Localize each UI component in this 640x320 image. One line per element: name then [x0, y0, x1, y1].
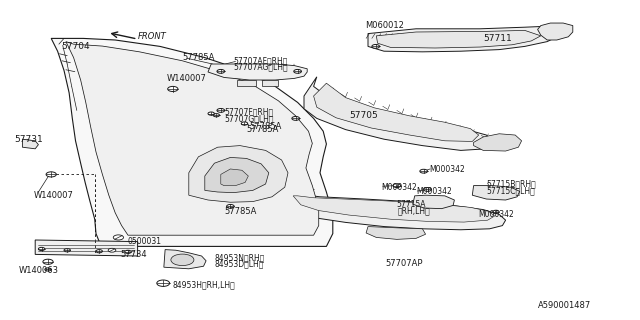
Text: 57785A: 57785A: [224, 207, 257, 216]
Polygon shape: [278, 192, 506, 230]
Text: 57715A: 57715A: [397, 200, 426, 209]
Circle shape: [493, 210, 499, 213]
Polygon shape: [368, 26, 560, 52]
Circle shape: [43, 259, 53, 264]
Text: 57704: 57704: [61, 42, 90, 51]
Polygon shape: [293, 196, 495, 222]
Circle shape: [108, 248, 116, 252]
Circle shape: [171, 254, 194, 266]
Circle shape: [64, 249, 70, 252]
Circle shape: [372, 44, 380, 48]
Polygon shape: [304, 77, 493, 150]
Polygon shape: [208, 64, 307, 80]
Text: M060012: M060012: [365, 21, 404, 30]
Circle shape: [96, 250, 102, 253]
Text: 57707F〈RH〉: 57707F〈RH〉: [224, 108, 273, 116]
Text: 0500031: 0500031: [128, 237, 162, 246]
Text: FRONT: FRONT: [138, 32, 166, 41]
Text: 84953N〈RH〉: 84953N〈RH〉: [214, 253, 265, 262]
Circle shape: [393, 184, 401, 188]
Circle shape: [420, 169, 428, 173]
Text: 84953D〈LH〉: 84953D〈LH〉: [214, 260, 264, 268]
Polygon shape: [35, 240, 138, 256]
Circle shape: [424, 188, 431, 191]
Polygon shape: [51, 38, 333, 246]
Text: 57707G〈LH〉: 57707G〈LH〉: [224, 114, 273, 123]
Polygon shape: [164, 250, 206, 269]
Text: 57707AF〈RH〉: 57707AF〈RH〉: [234, 56, 288, 65]
Text: 57785A: 57785A: [250, 122, 282, 131]
Circle shape: [241, 122, 248, 125]
Text: W140063: W140063: [19, 266, 60, 275]
Circle shape: [227, 204, 234, 208]
Circle shape: [157, 280, 170, 286]
Text: M000342: M000342: [429, 165, 465, 174]
Circle shape: [292, 116, 300, 120]
Text: 57711: 57711: [483, 34, 512, 43]
Text: W140007: W140007: [166, 74, 206, 83]
Polygon shape: [314, 83, 479, 141]
Text: 84953H〈RH,LH〉: 84953H〈RH,LH〉: [173, 280, 236, 289]
Polygon shape: [237, 80, 256, 86]
Circle shape: [113, 235, 124, 240]
Polygon shape: [366, 227, 426, 239]
Text: 57731: 57731: [14, 135, 43, 144]
Text: M000342: M000342: [416, 188, 452, 196]
Circle shape: [38, 247, 45, 251]
Circle shape: [46, 172, 56, 177]
Circle shape: [217, 69, 225, 73]
Polygon shape: [538, 23, 573, 40]
Polygon shape: [66, 42, 319, 235]
Polygon shape: [189, 146, 288, 202]
Text: M000342: M000342: [381, 183, 417, 192]
Text: 57715C〈LH〉: 57715C〈LH〉: [486, 186, 535, 195]
Circle shape: [168, 86, 178, 92]
Polygon shape: [221, 169, 248, 186]
Text: 57707AG〈LH〉: 57707AG〈LH〉: [234, 63, 288, 72]
Text: 〈RH,LH〉: 〈RH,LH〉: [398, 207, 431, 216]
Polygon shape: [262, 80, 278, 86]
Polygon shape: [413, 195, 454, 209]
Polygon shape: [22, 139, 38, 149]
Text: 57785A: 57785A: [246, 125, 279, 134]
Text: A590001487: A590001487: [538, 301, 591, 310]
Text: 57705: 57705: [349, 111, 378, 120]
Text: 57785A: 57785A: [182, 53, 215, 62]
Text: 57734: 57734: [120, 250, 147, 259]
Polygon shape: [205, 157, 269, 193]
Circle shape: [45, 268, 51, 271]
Polygon shape: [474, 134, 522, 151]
Text: 57715B〈RH〉: 57715B〈RH〉: [486, 180, 536, 188]
Text: M000342: M000342: [479, 210, 515, 219]
Circle shape: [208, 112, 214, 115]
Text: 57707AP: 57707AP: [385, 260, 423, 268]
Polygon shape: [376, 30, 541, 48]
Circle shape: [125, 250, 131, 253]
Circle shape: [213, 114, 220, 117]
Circle shape: [294, 69, 301, 73]
Polygon shape: [472, 186, 520, 200]
Circle shape: [217, 108, 225, 112]
Text: W140007: W140007: [33, 191, 73, 200]
